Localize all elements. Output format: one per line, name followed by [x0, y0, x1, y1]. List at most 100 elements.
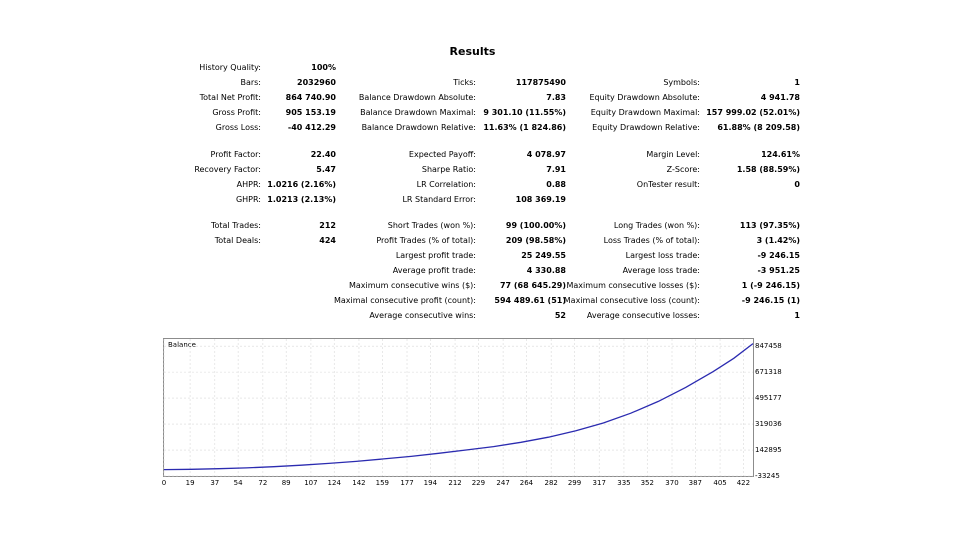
- ticks-value: 117875490: [515, 78, 566, 87]
- profit-trades-value: 209 (98.58%): [505, 236, 566, 245]
- gross-loss-value: -40 412.29: [287, 123, 336, 132]
- average-consecutive-losses-label: Average consecutive losses:: [586, 311, 700, 320]
- y-tick-label: -33245: [755, 471, 780, 480]
- average-consecutive-losses-value: 1: [794, 311, 800, 320]
- x-tick-label: 194: [423, 479, 438, 487]
- average-consecutive-wins-label: Average consecutive wins:: [369, 311, 476, 320]
- lr-standard-error-value: 108 369.19: [515, 195, 566, 204]
- profit-factor-value: 22.40: [310, 150, 336, 159]
- ticks-label: Ticks:: [453, 78, 476, 87]
- margin-level-value: 124.61%: [761, 150, 800, 159]
- x-tick-label: 405: [713, 479, 727, 487]
- x-tick-label: 124: [327, 479, 341, 487]
- x-tick-label: 72: [258, 479, 268, 487]
- z-score-label: Z-Score:: [666, 165, 700, 174]
- x-tick-label: 177: [400, 479, 414, 487]
- bars-value: 2032960: [297, 78, 336, 87]
- history-quality-label: History Quality:: [199, 63, 261, 72]
- balance-dd-absolute-label: Balance Drawdown Absolute:: [358, 93, 476, 102]
- ghpr-label: GHPR:: [235, 195, 261, 204]
- x-tick-label: 37: [210, 479, 220, 487]
- x-tick-label: 299: [567, 479, 582, 487]
- y-tick-label: 671318: [755, 367, 782, 376]
- bars-label: Bars:: [240, 78, 261, 87]
- x-tick-label: 370: [665, 479, 679, 487]
- net-profit-value: 864 740.90: [285, 93, 336, 102]
- x-tick-label: 54: [233, 479, 243, 487]
- balance-chart: Balance: [163, 338, 754, 477]
- equity-dd-maximal-label: Equity Drawdown Maximal:: [590, 108, 700, 117]
- average-profit-label: Average profit trade:: [392, 266, 476, 275]
- long-trades-label: Long Trades (won %):: [613, 221, 700, 230]
- maximal-consecutive-profit-label: Maximal consecutive profit (count):: [333, 296, 476, 305]
- ontester-result-value: 0: [794, 180, 800, 189]
- y-tick-label: 142895: [755, 445, 782, 454]
- y-tick-label: 495177: [755, 393, 782, 402]
- x-tick-label: 264: [519, 479, 534, 487]
- expected-payoff-label: Expected Payoff:: [408, 150, 476, 159]
- x-tick-label: 387: [688, 479, 703, 487]
- maximal-consecutive-profit-value: 594 489.61 (51): [494, 296, 566, 305]
- balance-dd-relative-value: 11.63% (1 824.86): [483, 123, 566, 132]
- x-tick-label: 0: [161, 479, 167, 487]
- history-quality-value: 100%: [311, 63, 336, 72]
- lr-correlation-value: 0.88: [546, 180, 566, 189]
- largest-profit-value: 25 249.55: [521, 251, 566, 260]
- x-tick-label: 317: [592, 479, 606, 487]
- total-trades-value: 212: [319, 221, 336, 230]
- equity-dd-maximal-value: 157 999.02 (52.01%): [706, 108, 800, 117]
- y-tick-label: 319036: [755, 419, 782, 428]
- recovery-factor-label: Recovery Factor:: [194, 165, 261, 174]
- ghpr-value: 1.0213 (2.13%): [267, 195, 336, 204]
- long-trades-value: 113 (97.35%): [739, 221, 800, 230]
- balance-dd-relative-label: Balance Drawdown Relative:: [361, 123, 476, 132]
- x-tick-label: 335: [617, 479, 631, 487]
- ahpr-value: 1.0216 (2.16%): [267, 180, 336, 189]
- balance-dd-maximal-label: Balance Drawdown Maximal:: [360, 108, 476, 117]
- x-tick-label: 422: [736, 479, 751, 487]
- lr-standard-error-label: LR Standard Error:: [402, 195, 476, 204]
- average-consecutive-wins-value: 52: [554, 311, 566, 320]
- x-tick-label: 89: [281, 479, 291, 487]
- loss-trades-value: 3 (1.42%): [756, 236, 800, 245]
- maximal-consecutive-loss-value: -9 246.15 (1): [741, 296, 800, 305]
- profit-factor-label: Profit Factor:: [210, 150, 261, 159]
- balance-chart-svg: [163, 339, 754, 477]
- results-title: Results: [449, 45, 496, 58]
- max-consecutive-wins-value: 77 (68 645.29): [499, 281, 566, 290]
- largest-profit-label: Largest profit trade:: [395, 251, 476, 260]
- ontester-result-label: OnTester result:: [636, 180, 700, 189]
- x-tick-label: 282: [544, 479, 558, 487]
- recovery-factor-value: 5.47: [316, 165, 336, 174]
- largest-loss-value: -9 246.15: [757, 251, 800, 260]
- z-score-value: 1.58 (88.59%): [736, 165, 800, 174]
- max-consecutive-losses-label: Maximum consecutive losses ($):: [566, 281, 700, 290]
- lr-correlation-label: LR Correlation:: [416, 180, 476, 189]
- balance-dd-maximal-value: 9 301.10 (11.55%): [483, 108, 566, 117]
- average-loss-value: -3 951.25: [757, 266, 800, 275]
- symbols-label: Symbols:: [663, 78, 700, 87]
- x-tick-label: 352: [640, 479, 654, 487]
- balance-dd-absolute-value: 7.83: [546, 93, 566, 102]
- equity-dd-relative-value: 61.88% (8 209.58): [717, 123, 800, 132]
- profit-trades-label: Profit Trades (% of total):: [376, 236, 476, 245]
- gross-profit-label: Gross Profit:: [212, 108, 261, 117]
- total-deals-label: Total Deals:: [214, 236, 261, 245]
- net-profit-label: Total Net Profit:: [199, 93, 261, 102]
- symbols-value: 1: [794, 78, 800, 87]
- max-consecutive-losses-value: 1 (-9 246.15): [741, 281, 800, 290]
- total-trades-label: Total Trades:: [211, 221, 261, 230]
- x-tick-label: 142: [352, 479, 366, 487]
- y-tick-label: 847458: [755, 341, 782, 350]
- max-consecutive-wins-label: Maximum consecutive wins ($):: [348, 281, 476, 290]
- sharpe-ratio-label: Sharpe Ratio:: [421, 165, 476, 174]
- loss-trades-label: Loss Trades (% of total):: [603, 236, 700, 245]
- x-tick-label: 19: [185, 479, 195, 487]
- balance-series-line: [163, 343, 754, 471]
- equity-dd-absolute-label: Equity Drawdown Absolute:: [589, 93, 700, 102]
- average-loss-label: Average loss trade:: [622, 266, 700, 275]
- x-tick-label: 159: [375, 479, 389, 487]
- total-deals-value: 424: [319, 236, 336, 245]
- chart-title: Balance: [168, 341, 196, 349]
- x-tick-label: 229: [471, 479, 486, 487]
